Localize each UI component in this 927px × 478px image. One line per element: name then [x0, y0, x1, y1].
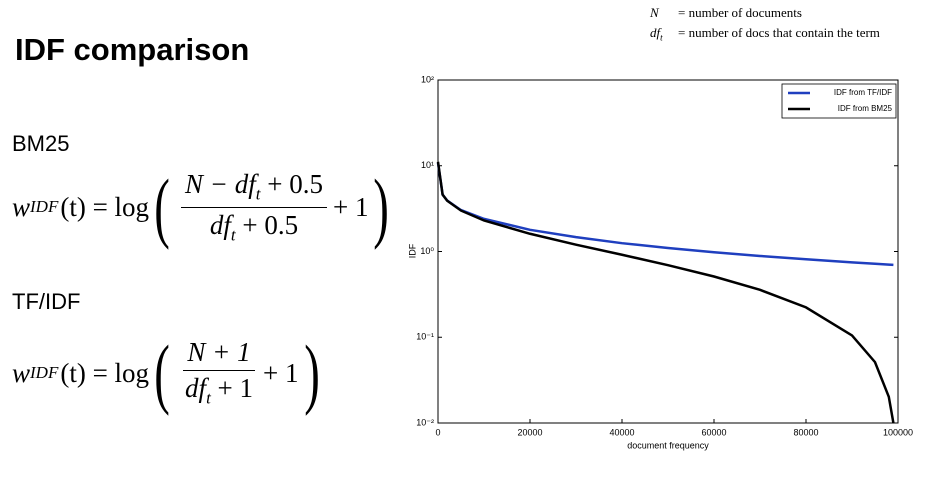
formula: w IDF (t) = log(N + 1 dft + 1 + 1) [12, 334, 325, 412]
legend-box [781, 83, 897, 119]
den-rest: + 0.5 [235, 209, 299, 240]
symbol-sub: t [660, 32, 663, 43]
den-sub: t [206, 388, 211, 408]
den-text: df [209, 209, 231, 240]
slide-title: IDF comparison [15, 32, 250, 67]
plot-frame [437, 79, 899, 424]
denominator: dft + 0.5 [206, 208, 302, 245]
denominator: dft + 1 [181, 371, 257, 408]
x-tick-label: 40000 [609, 427, 634, 437]
notation-text: = number of docs that contain the term [678, 25, 880, 40]
x-axis-label: document frequency [627, 440, 709, 450]
x-tick-label: 20000 [517, 427, 542, 437]
y-tick-label: 10² [421, 74, 434, 84]
series-line [436, 161, 895, 424]
y-tick-label: 10¹ [421, 160, 434, 170]
legend-label: IDF from TF/IDF [834, 88, 892, 97]
formula: w IDF (t) = log(N − dft + 0.5 dft + 0.5 + 1) [12, 168, 394, 246]
legend-label: IDF from BM25 [838, 104, 893, 113]
y-axis-label: IDF [407, 243, 417, 258]
fraction: N − dft + 0.5 dft + 0.5 [181, 169, 327, 245]
x-tick-label: 80000 [793, 427, 818, 437]
formula-text: (t) = log [60, 357, 150, 388]
numerator: N − dft + 0.5 [181, 169, 327, 208]
formula-var: w [12, 357, 31, 388]
den-sub: t [230, 224, 236, 244]
notation: dft = number of docs that contain the ter… [650, 25, 880, 43]
num-rest: + 0.5 [260, 169, 323, 200]
x-tick-label: 0 [435, 427, 440, 437]
formula-sup: IDF [30, 363, 58, 383]
num-text: N + 1 [187, 337, 251, 368]
numerator: N + 1 [183, 337, 255, 372]
paren: ( [154, 163, 170, 250]
y-tick-label: 10⁻² [416, 417, 434, 427]
formula-tail: + 1 [263, 357, 299, 388]
den-text: df [185, 373, 207, 404]
num-text: N − df [185, 169, 256, 200]
notation-text: = number of documents [678, 5, 802, 20]
paren: ( [154, 329, 170, 416]
section-heading: BM25 [12, 131, 70, 156]
paren: ) [303, 329, 320, 416]
formula-text: (t) = log [60, 191, 150, 222]
den-rest: + 1 [210, 373, 254, 404]
symbol: N [650, 5, 659, 20]
formula-tail: + 1 [333, 191, 369, 222]
num-sub: t [255, 184, 261, 204]
y-tick-label: 10⁻¹ [416, 332, 434, 342]
fraction: N + 1 dft + 1 [181, 337, 257, 408]
formula-var: w [12, 191, 31, 222]
notation: N = number of documents [650, 5, 802, 21]
chart: IDF document frequency 10⁻² 10⁻¹ 10⁰ 10¹ 10²… [407, 74, 913, 450]
symbol: df [650, 25, 661, 40]
y-tick-label: 10⁰ [420, 246, 434, 256]
formula-sup-text: IDF [30, 363, 59, 382]
formula-sup: IDF [30, 197, 58, 217]
section-heading: TF/IDF [12, 289, 81, 314]
series-line [436, 162, 894, 267]
paren: ) [373, 163, 390, 250]
x-tick-label: 100000 [883, 427, 913, 437]
x-tick-label: 60000 [701, 427, 726, 437]
formula-sup-text: IDF [30, 197, 59, 216]
